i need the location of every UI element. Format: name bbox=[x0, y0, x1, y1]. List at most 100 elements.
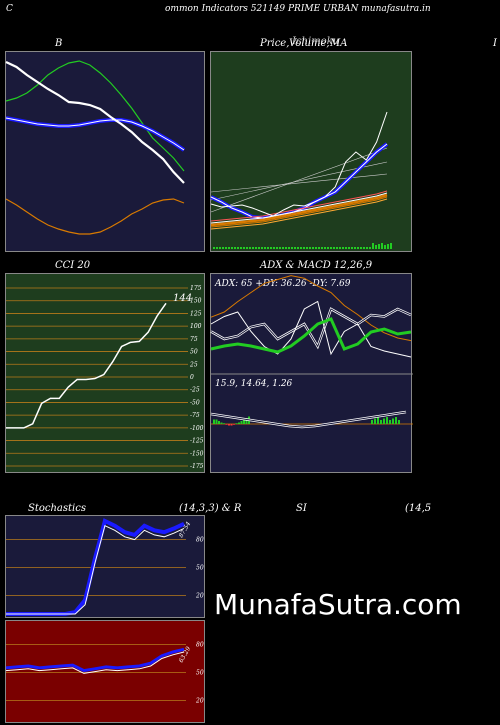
volume-bar bbox=[306, 247, 308, 249]
stoch-k-label: 87.54 bbox=[178, 520, 193, 539]
volume-bar bbox=[282, 247, 284, 249]
volume-bar bbox=[318, 247, 320, 249]
price-thin-ma-lines bbox=[210, 147, 388, 213]
cci-tick-label: -25 bbox=[190, 387, 200, 394]
price-title-b: Volume, bbox=[289, 38, 330, 49]
macd-hist-bar bbox=[225, 424, 228, 425]
stoch-title-b: (14,3,3) & R bbox=[179, 503, 242, 514]
price-band-1 bbox=[210, 196, 388, 228]
volume-bar bbox=[240, 247, 242, 249]
stoch-chart: 80 50 20 87.54 bbox=[6, 518, 204, 616]
volume-bar bbox=[387, 244, 389, 249]
rsi-tick-label: 50 bbox=[196, 670, 204, 677]
bollinger-chart bbox=[5, 60, 186, 235]
cci-tick-label: 75 bbox=[190, 336, 198, 343]
price-band-3 bbox=[210, 198, 388, 230]
macd-line bbox=[210, 410, 407, 429]
stoch-title-c: SI bbox=[296, 503, 307, 514]
volume-bars bbox=[213, 243, 392, 249]
volume-bar bbox=[312, 247, 314, 249]
volume-bar bbox=[375, 245, 377, 249]
volume-bar bbox=[339, 247, 341, 249]
cci-tick-labels: 175 150 125 100 75 50 25 0 -25 -50 -75 -100 -125 -150… bbox=[189, 285, 204, 470]
volume-bar bbox=[258, 247, 260, 249]
rsi-panel: 80 50 20 63.29 bbox=[5, 620, 205, 723]
volume-bar bbox=[303, 247, 305, 249]
price-orange-bands bbox=[210, 190, 388, 230]
stoch-title-a: Stochastics bbox=[28, 503, 86, 514]
price-title-a: Price, bbox=[260, 38, 290, 49]
volume-bar bbox=[321, 247, 323, 249]
volume-bar bbox=[315, 247, 317, 249]
macd-hist-bar bbox=[377, 417, 379, 424]
macd-hist-bar bbox=[386, 417, 388, 424]
price-band-2 bbox=[210, 192, 388, 224]
watermark: MunafaSutra.com bbox=[214, 588, 462, 621]
adx-title: ADX & MACD 12,26,9 bbox=[260, 260, 373, 271]
price-chart bbox=[210, 111, 392, 249]
adx-readout: ADX: 65 +DY: 36.26 -DY: 7.69 bbox=[214, 279, 351, 289]
cci-title: CCI 20 bbox=[55, 260, 91, 271]
volume-bar bbox=[357, 247, 359, 249]
volume-bar bbox=[267, 247, 269, 249]
macd-hist-bar bbox=[230, 424, 233, 426]
volume-bar bbox=[336, 247, 338, 249]
rsi-tick-label: 80 bbox=[196, 642, 204, 649]
volume-bar bbox=[234, 247, 236, 249]
volume-bar bbox=[381, 243, 383, 249]
volume-bar bbox=[252, 247, 254, 249]
volume-bar bbox=[261, 247, 263, 249]
stoch-panel: 80 50 20 87.54 bbox=[5, 515, 205, 618]
cci-tick-label: -100 bbox=[190, 425, 204, 432]
volume-bar bbox=[255, 247, 257, 249]
cci-tick-label: -125 bbox=[190, 438, 204, 445]
cci-tick-label: -50 bbox=[190, 399, 200, 406]
bollinger-middle-band-core bbox=[5, 117, 185, 151]
volume-bar bbox=[384, 245, 386, 249]
price-title-overlap: Ichimoku bbox=[292, 36, 340, 47]
bollinger-upper-band bbox=[5, 60, 185, 172]
price-blue-ma-core bbox=[210, 143, 388, 219]
volume-bar bbox=[264, 247, 266, 249]
rsi-blue-line bbox=[5, 647, 185, 673]
macd-hist-bar bbox=[243, 419, 245, 424]
price-ma-thin-2 bbox=[210, 147, 388, 213]
plus-dy-line bbox=[210, 307, 412, 350]
volume-bar bbox=[213, 247, 215, 249]
volume-bar bbox=[378, 244, 380, 249]
cci-tick-label: 0 bbox=[190, 374, 194, 381]
volume-bar bbox=[300, 247, 302, 249]
macd-hist-bar bbox=[215, 419, 218, 424]
volume-bar bbox=[285, 247, 287, 249]
volume-bar bbox=[297, 247, 299, 249]
rsi-line bbox=[5, 651, 185, 674]
volume-bar bbox=[324, 247, 326, 249]
rsi-tick-label: 20 bbox=[195, 697, 204, 704]
stoch-title-d: (14,5 bbox=[405, 503, 432, 514]
cci-tick-label: -150 bbox=[190, 450, 204, 457]
adx-green-line bbox=[210, 317, 412, 354]
volume-bar bbox=[354, 247, 356, 249]
macd-hist-bar bbox=[371, 420, 373, 424]
cci-tick-label: 25 bbox=[189, 361, 198, 368]
volume-bar bbox=[219, 247, 221, 249]
volume-bar bbox=[363, 247, 365, 249]
volume-bar bbox=[216, 247, 218, 249]
volume-bar bbox=[276, 247, 278, 249]
volume-bar bbox=[342, 247, 344, 249]
macd-hist-bar bbox=[383, 418, 385, 424]
price-line bbox=[210, 111, 388, 217]
adx-chart: ADX: 65 +DY: 36.26 -DY: 7.69 15.9, 14.64… bbox=[210, 275, 413, 429]
stoch-tick-label: 50 bbox=[196, 565, 204, 572]
cci-tick-label: 50 bbox=[190, 349, 198, 356]
volume-bar bbox=[348, 247, 350, 249]
volume-bar bbox=[351, 247, 353, 249]
page-title: ommon Indicators 521149 PRIME URBAN muna… bbox=[165, 4, 431, 14]
cci-tick-label: 175 bbox=[190, 285, 202, 292]
volume-bar bbox=[228, 247, 230, 249]
volume-bar bbox=[294, 247, 296, 249]
macd-hist-bar bbox=[223, 423, 225, 424]
rsi-gridlines: 80 50 20 bbox=[6, 642, 204, 704]
volume-bar bbox=[273, 247, 275, 249]
macd-hist-bar bbox=[380, 420, 382, 424]
